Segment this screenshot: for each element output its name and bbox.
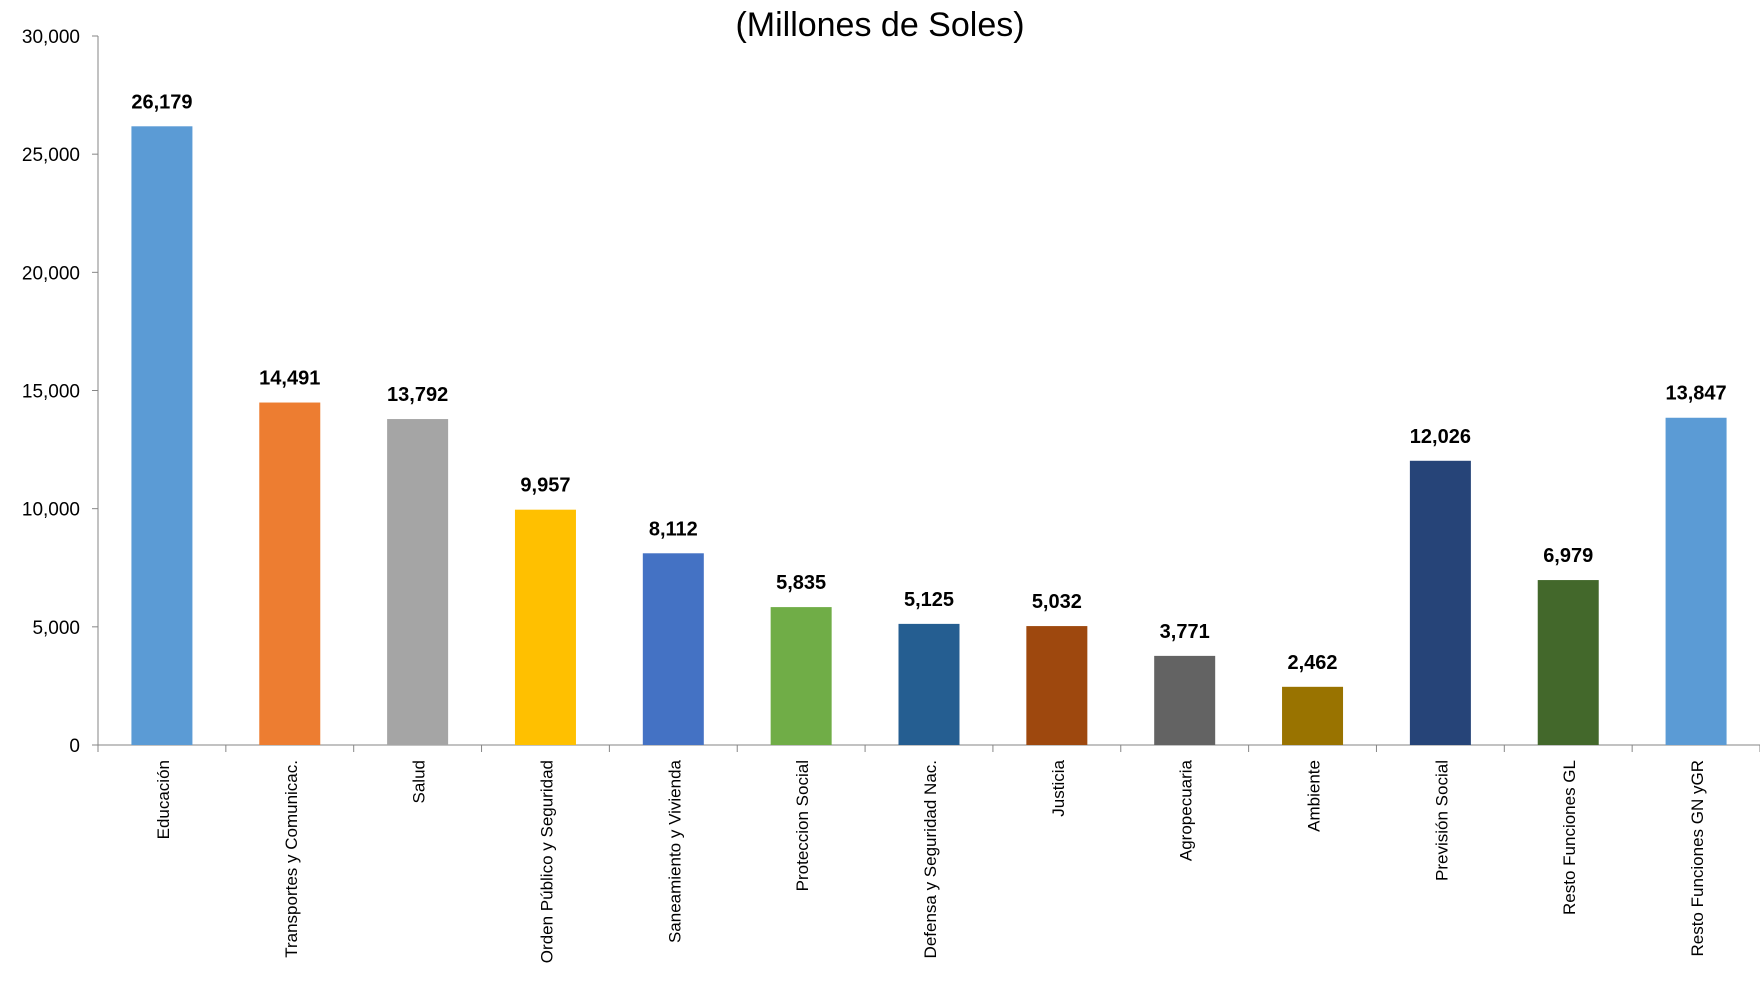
bar — [642, 553, 704, 745]
bar — [259, 402, 321, 745]
x-tick-label: Proteccion Social — [793, 760, 812, 891]
bar — [1409, 460, 1471, 745]
y-tick-label: 25,000 — [22, 145, 80, 166]
data-label: 6,979 — [1543, 545, 1593, 567]
chart-title: (Millones de Soles) — [735, 6, 1025, 44]
bar — [1665, 417, 1727, 745]
bar — [131, 126, 193, 745]
data-label: 3,771 — [1160, 621, 1210, 643]
bar — [1026, 626, 1088, 745]
x-tick-label: Salud — [410, 760, 429, 803]
y-tick-label: 15,000 — [22, 382, 80, 403]
data-label: 8,112 — [649, 518, 698, 540]
bar — [898, 623, 960, 745]
data-label: 26,179 — [131, 91, 192, 113]
x-tick-label: Agropecuaria — [1177, 759, 1196, 861]
x-tick-label: Educación — [154, 760, 173, 839]
data-label: 12,026 — [1410, 426, 1471, 448]
bar — [387, 419, 449, 745]
data-label: 5,835 — [776, 572, 826, 594]
data-label: 13,847 — [1665, 383, 1726, 405]
bar — [514, 509, 576, 745]
x-tick-label: Previsión Social — [1432, 760, 1451, 881]
data-label: 9,957 — [520, 475, 570, 497]
x-tick-label: Defensa y Seguridad Nac. — [921, 760, 940, 958]
data-label: 13,792 — [387, 384, 448, 406]
x-tick-label: Saneamiento y Vivienda — [665, 759, 684, 943]
data-label: 5,032 — [1032, 591, 1082, 613]
data-label: 14,491 — [259, 368, 320, 390]
bar — [770, 607, 832, 745]
y-tick-label: 30,000 — [22, 27, 80, 48]
x-tick-label: Resto Funciones GN yGR — [1688, 760, 1707, 957]
data-label: 2,462 — [1288, 652, 1338, 674]
y-tick-label: 0 — [69, 736, 80, 757]
bar — [1282, 686, 1344, 745]
bar — [1154, 655, 1216, 745]
x-tick-label: Justicia — [1049, 759, 1068, 816]
data-label: 5,125 — [904, 589, 954, 611]
y-tick-label: 20,000 — [22, 263, 80, 284]
x-tick-label: Ambiente — [1305, 760, 1324, 832]
x-tick-label: Resto Funciones GL — [1560, 760, 1579, 915]
bar — [1537, 580, 1599, 745]
x-tick-label: Transportes y Comunicac. — [282, 760, 301, 958]
x-tick-label: Orden Público y Seguridad — [537, 760, 556, 963]
y-tick-label: 5,000 — [32, 618, 80, 639]
y-tick-label: 10,000 — [22, 500, 80, 521]
